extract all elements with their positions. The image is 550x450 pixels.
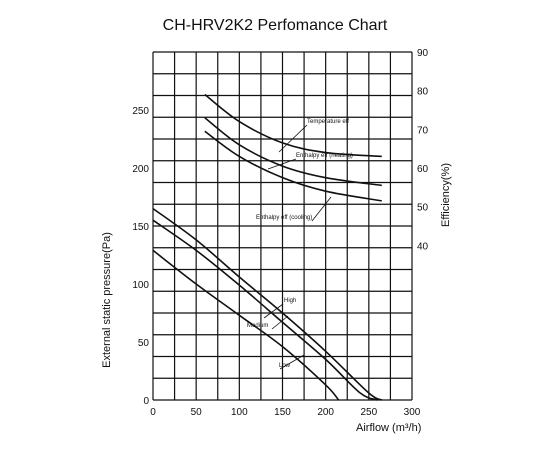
y-right-tick-label: 60: [417, 164, 429, 175]
chart-ticks: 0 50 100 150 200 250 300 0 50 100 150 200 250 40 50 60 7…: [132, 48, 428, 418]
efficiency-curve-enthalpy-eff-cooling: [204, 130, 382, 202]
y-right-tick-label: 90: [417, 48, 429, 59]
enthalpy-cooling-leader: [311, 196, 332, 222]
x-tick-label: 0: [150, 407, 156, 418]
pressure-curve-high: [152, 207, 383, 401]
medium-leader: [271, 315, 289, 330]
y-right-tick-label: 80: [417, 87, 429, 98]
y-right-tick-label: 70: [417, 125, 429, 136]
x-axis-label: Airflow (m³/h): [356, 422, 421, 434]
y-left-tick-label: 0: [143, 396, 149, 407]
x-tick-label: 200: [317, 407, 334, 418]
enthalpy-heating-label: Enthalpy eff (heating): [296, 153, 353, 159]
y-axis-right-label: Efficiency(%): [440, 163, 452, 227]
y-right-tick-label: 40: [417, 241, 429, 252]
pressure-curve-medium: [152, 219, 378, 401]
temperature-eff-leader: [278, 124, 308, 153]
y-left-tick-label: 150: [132, 222, 149, 233]
enthalpy-heating-leader: [267, 158, 297, 170]
temperature-eff-label: Temperature eff: [307, 119, 349, 125]
y-left-tick-label: 50: [138, 338, 150, 349]
chart-curves: [152, 93, 383, 401]
y-left-tick-label: 100: [132, 280, 149, 291]
chart-annotations: Temperature eff Enthalpy eff (heating) Ent…: [247, 119, 353, 370]
medium-label: Medium: [247, 323, 268, 329]
y-axis-left-label: External static pressure(Pa): [101, 232, 113, 368]
y-left-tick-label: 200: [132, 164, 149, 175]
pressure-curve-low: [152, 249, 340, 401]
high-label: High: [284, 298, 296, 304]
enthalpy-cooling-label: Enthalpy eff (cooling): [256, 215, 312, 221]
efficiency-curve-enthalpy-eff-heating: [204, 117, 382, 187]
x-tick-label: 150: [274, 407, 291, 418]
chart-title: CH-HRV2K2 Perfomance Chart: [163, 17, 388, 34]
y-right-tick-label: 50: [417, 203, 429, 214]
chart-grid: [152, 51, 413, 401]
x-tick-label: 300: [404, 407, 421, 418]
y-left-tick-label: 250: [132, 106, 149, 117]
x-tick-label: 100: [231, 407, 248, 418]
low-leader: [279, 354, 305, 370]
x-tick-label: 50: [191, 407, 203, 418]
x-tick-label: 250: [360, 407, 377, 418]
high-leader: [263, 303, 284, 319]
efficiency-curve-temperature-eff: [204, 93, 382, 158]
